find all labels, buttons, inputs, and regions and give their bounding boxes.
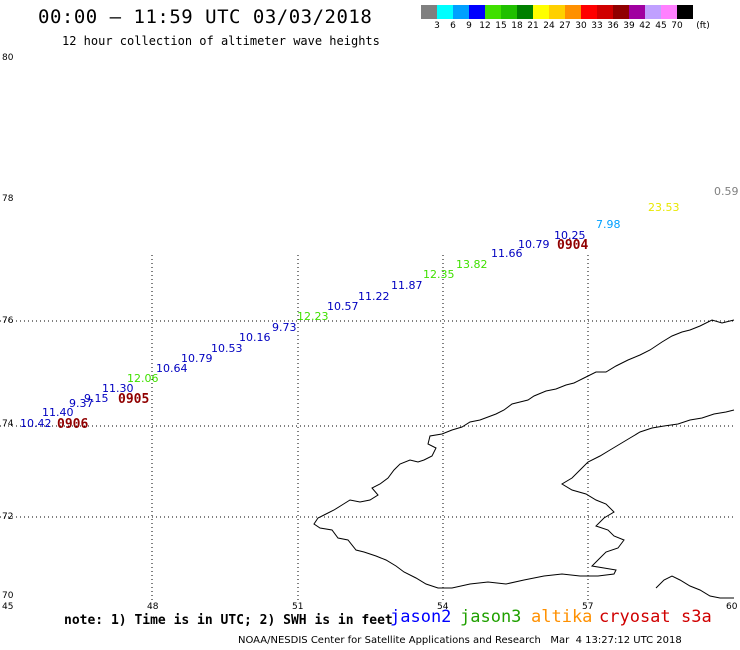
observation-label: 10.64 — [156, 362, 188, 375]
legend-swatch — [517, 5, 533, 19]
lat-label: 74 — [2, 419, 14, 429]
legend-label: 24 — [543, 21, 555, 31]
lon-label: 48 — [147, 602, 159, 612]
wave-height-observations: 10.42 11.40 9.37 9.15 11.30 12.06 10.64 … — [20, 185, 739, 430]
latitude-labels: 80 78 76 74 72 70 — [2, 53, 14, 601]
observation-label: 23.53 — [648, 201, 680, 214]
legend-label: 27 — [559, 21, 571, 31]
map-subtitle: 12 hour collection of altimeter wave hei… — [62, 34, 380, 48]
legend-label: 45 — [655, 21, 667, 31]
observation-label: 12.06 — [127, 372, 159, 385]
map-gridlines — [0, 255, 734, 600]
legend-swatch — [533, 5, 549, 19]
lon-label: 51 — [292, 602, 303, 612]
observation-label: 9.73 — [272, 321, 297, 334]
legend-swatch — [549, 5, 565, 19]
legend-swatch — [485, 5, 501, 19]
observation-label: 10.25 — [554, 229, 586, 242]
legend-label: 9 — [466, 21, 472, 31]
observation-label: 11.22 — [358, 290, 390, 303]
observation-label: 10.42 — [20, 417, 52, 430]
lon-label: 45 — [2, 602, 13, 612]
legend-swatches — [421, 5, 693, 19]
legend-unit: (ft) — [696, 21, 710, 31]
legend-label: 30 — [575, 21, 587, 31]
satellite-name: cryosat — [599, 607, 671, 627]
observation-label: 10.79 — [518, 238, 550, 251]
legend-swatch — [677, 5, 693, 19]
legend-swatch — [437, 5, 453, 19]
legend-label: 42 — [639, 21, 651, 31]
legend-swatch — [629, 5, 645, 19]
legend-swatch — [645, 5, 661, 19]
legend-swatch — [613, 5, 629, 19]
legend-swatch — [581, 5, 597, 19]
legend-swatch — [453, 5, 469, 19]
credit-line: NOAA/NESDIS Center for Satellite Applica… — [238, 635, 682, 646]
lat-label: 72 — [2, 512, 13, 522]
lat-label: 70 — [2, 591, 14, 601]
pass-time-labels: 0906 0905 0904 — [57, 238, 588, 432]
time-label: 0904 — [557, 238, 588, 253]
observation-label: 13.82 — [456, 258, 488, 271]
observation-label: 9.37 — [69, 397, 94, 410]
satellite-name: jason3 — [460, 607, 522, 627]
observation-label: 10.16 — [239, 331, 271, 344]
legend-label: 12 — [479, 21, 491, 31]
observation-label: 11.66 — [491, 247, 523, 260]
legend-labels: 3 6 9 12 15 18 21 24 27 30 33 36 39 42 45 70 (ft) — [421, 19, 710, 31]
lat-label: 78 — [2, 194, 14, 204]
satellite-name: altika — [531, 607, 593, 627]
lat-label: 80 — [2, 53, 14, 63]
legend-swatch — [661, 5, 677, 19]
time-label: 0905 — [118, 392, 149, 407]
satellite-name: s3a — [681, 607, 712, 627]
coastline-island-1 — [655, 575, 734, 599]
legend-swatch — [501, 5, 517, 19]
legend-label: 33 — [591, 21, 603, 31]
legend-label: 15 — [495, 21, 507, 31]
legend-label: 6 — [450, 21, 456, 31]
map-title: 00:00 – 11:59 UTC 03/03/2018 — [38, 6, 373, 28]
observation-label: 0.59 — [714, 185, 739, 198]
observation-label: 10.79 — [181, 352, 213, 365]
time-label: 0906 — [57, 417, 88, 432]
observation-label: 10.57 — [327, 300, 359, 313]
legend-swatch — [469, 5, 485, 19]
observation-label: 12.23 — [297, 310, 329, 323]
units-note: note: 1) Time is in UTC; 2) SWH is in fe… — [64, 613, 393, 628]
legend-label: 39 — [623, 21, 635, 31]
legend-swatch — [565, 5, 581, 19]
observation-label: 11.40 — [42, 406, 74, 419]
legend-swatch — [597, 5, 613, 19]
observation-label: 11.30 — [102, 382, 134, 395]
legend-label: 36 — [607, 21, 619, 31]
legend-label: 21 — [527, 21, 539, 31]
lon-label: 57 — [582, 602, 593, 612]
observation-label: 9.15 — [84, 392, 109, 405]
coastline-novaya-zemlya — [313, 319, 735, 589]
lon-label: 60 — [726, 602, 738, 612]
observation-label: 11.87 — [391, 279, 423, 292]
lon-label: 54 — [437, 602, 449, 612]
satellite-name: jason2 — [390, 607, 452, 627]
observation-label: 10.53 — [211, 342, 243, 355]
longitude-labels: 45 48 51 54 57 60 — [2, 602, 738, 612]
lat-label: 76 — [2, 316, 14, 326]
legend-label: 3 — [434, 21, 440, 31]
legend-swatch — [421, 5, 437, 19]
legend-label: 70 — [671, 21, 683, 31]
legend-label: 18 — [511, 21, 523, 31]
observation-label: 12.35 — [423, 268, 455, 281]
wave-height-legend: 3 6 9 12 15 18 21 24 27 30 33 36 39 42 45 70 (ft) — [421, 5, 710, 31]
observation-label: 7.98 — [596, 218, 621, 231]
